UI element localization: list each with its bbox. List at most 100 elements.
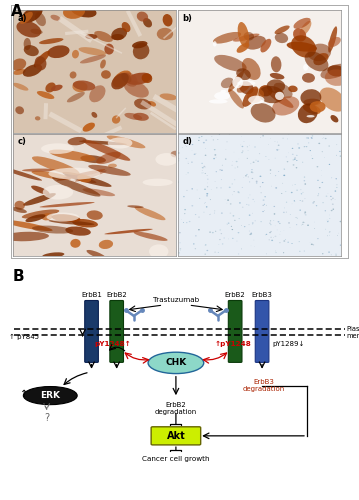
Ellipse shape xyxy=(0,167,42,180)
Ellipse shape xyxy=(92,112,97,118)
Ellipse shape xyxy=(278,171,279,172)
Ellipse shape xyxy=(205,254,206,255)
Ellipse shape xyxy=(251,169,253,170)
Ellipse shape xyxy=(242,86,258,107)
Ellipse shape xyxy=(307,224,309,226)
Ellipse shape xyxy=(262,211,264,212)
Ellipse shape xyxy=(229,186,231,188)
Ellipse shape xyxy=(237,80,256,86)
Ellipse shape xyxy=(246,174,248,175)
Ellipse shape xyxy=(219,239,221,240)
Ellipse shape xyxy=(143,18,152,28)
Text: ErbB3
degradation: ErbB3 degradation xyxy=(243,379,285,392)
Ellipse shape xyxy=(121,73,131,83)
Ellipse shape xyxy=(303,104,321,115)
Ellipse shape xyxy=(242,58,261,80)
Ellipse shape xyxy=(331,199,332,200)
Ellipse shape xyxy=(185,158,187,159)
Ellipse shape xyxy=(284,169,285,170)
Ellipse shape xyxy=(251,103,276,122)
Ellipse shape xyxy=(320,88,346,112)
Ellipse shape xyxy=(322,202,324,203)
Ellipse shape xyxy=(331,210,332,211)
Ellipse shape xyxy=(283,174,285,176)
Ellipse shape xyxy=(111,73,129,90)
Ellipse shape xyxy=(183,222,184,223)
Ellipse shape xyxy=(127,206,144,208)
Ellipse shape xyxy=(291,36,316,58)
Text: b): b) xyxy=(183,14,192,22)
Ellipse shape xyxy=(88,165,131,176)
Ellipse shape xyxy=(177,158,180,160)
Ellipse shape xyxy=(148,352,204,374)
Ellipse shape xyxy=(219,169,221,170)
Ellipse shape xyxy=(248,204,250,206)
Ellipse shape xyxy=(232,238,234,239)
Ellipse shape xyxy=(283,252,284,253)
Ellipse shape xyxy=(191,162,193,163)
Ellipse shape xyxy=(217,139,218,140)
Ellipse shape xyxy=(204,188,206,190)
Ellipse shape xyxy=(249,145,250,146)
Ellipse shape xyxy=(268,144,269,145)
Ellipse shape xyxy=(22,210,59,218)
Ellipse shape xyxy=(204,166,205,167)
Ellipse shape xyxy=(300,189,302,190)
Ellipse shape xyxy=(85,34,97,39)
Ellipse shape xyxy=(308,44,331,61)
Ellipse shape xyxy=(17,21,41,38)
Ellipse shape xyxy=(262,200,265,201)
Ellipse shape xyxy=(253,162,255,163)
Ellipse shape xyxy=(221,233,222,234)
Ellipse shape xyxy=(328,26,337,52)
Ellipse shape xyxy=(329,218,330,219)
FancyBboxPatch shape xyxy=(228,300,242,362)
Ellipse shape xyxy=(249,224,250,225)
Text: pY1289↓: pY1289↓ xyxy=(272,341,304,347)
Ellipse shape xyxy=(2,232,49,241)
Ellipse shape xyxy=(132,41,148,48)
FancyBboxPatch shape xyxy=(85,300,98,362)
Ellipse shape xyxy=(101,70,111,79)
Ellipse shape xyxy=(124,113,142,120)
Ellipse shape xyxy=(236,161,238,162)
Ellipse shape xyxy=(83,140,130,161)
Ellipse shape xyxy=(212,232,214,234)
Ellipse shape xyxy=(304,212,306,213)
Ellipse shape xyxy=(47,212,79,222)
Text: ErbB1: ErbB1 xyxy=(81,292,102,298)
Ellipse shape xyxy=(71,4,97,18)
Ellipse shape xyxy=(198,137,200,138)
Ellipse shape xyxy=(284,168,285,170)
Text: ErbB3: ErbB3 xyxy=(252,292,272,298)
Ellipse shape xyxy=(294,200,295,202)
Ellipse shape xyxy=(206,195,208,196)
Ellipse shape xyxy=(134,98,151,110)
Ellipse shape xyxy=(79,47,106,56)
Ellipse shape xyxy=(242,206,243,208)
Ellipse shape xyxy=(201,136,202,137)
Ellipse shape xyxy=(122,72,137,86)
Ellipse shape xyxy=(279,242,280,243)
Ellipse shape xyxy=(70,239,81,248)
Ellipse shape xyxy=(209,232,211,233)
Ellipse shape xyxy=(339,151,341,152)
Ellipse shape xyxy=(262,204,264,206)
Ellipse shape xyxy=(292,154,294,155)
Ellipse shape xyxy=(260,137,261,138)
Ellipse shape xyxy=(313,53,328,65)
Ellipse shape xyxy=(336,184,338,186)
FancyBboxPatch shape xyxy=(255,300,269,362)
Ellipse shape xyxy=(149,244,168,258)
Text: B: B xyxy=(13,268,24,283)
Ellipse shape xyxy=(250,233,252,234)
Ellipse shape xyxy=(327,65,345,76)
Ellipse shape xyxy=(104,229,153,234)
Ellipse shape xyxy=(332,204,334,205)
Ellipse shape xyxy=(330,196,332,197)
Ellipse shape xyxy=(63,4,85,19)
Ellipse shape xyxy=(11,58,26,70)
Text: Cancer cell growth: Cancer cell growth xyxy=(142,456,210,462)
Ellipse shape xyxy=(14,201,25,210)
Ellipse shape xyxy=(311,244,313,245)
